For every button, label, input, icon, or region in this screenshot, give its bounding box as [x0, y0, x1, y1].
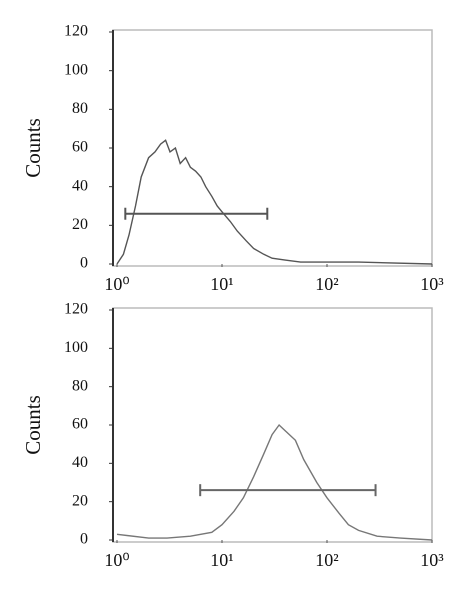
x-tick-label: 10¹: [210, 550, 233, 570]
plot-frame: [112, 307, 433, 543]
y-tick-label: 20: [72, 216, 88, 233]
y-axis-label: Counts: [21, 395, 45, 455]
y-tick-label: 40: [72, 177, 88, 194]
y-tick-label: 120: [64, 301, 88, 318]
y-tick-label: 20: [72, 492, 88, 509]
y-tick-label: 80: [72, 100, 88, 117]
y-tick-label: 60: [72, 139, 88, 156]
histogram-line: [116, 139, 433, 265]
y-tick-label: 40: [72, 454, 88, 471]
histogram-line: [116, 423, 433, 541]
y-axis-label: Counts: [21, 118, 45, 178]
x-tick-label: 10⁰: [104, 550, 129, 570]
y-tick-label: 0: [80, 255, 88, 272]
x-tick-label: 10²: [315, 274, 338, 294]
y-tick-label: 100: [64, 61, 88, 78]
x-tick-label: 10¹: [210, 274, 233, 294]
x-tick-label: 10³: [420, 550, 444, 570]
x-tick-label: 10³: [420, 274, 444, 294]
y-tick-label: 80: [72, 377, 88, 394]
x-tick-label: 10²: [315, 550, 338, 570]
y-tick-label: 0: [80, 531, 88, 548]
y-tick-label: 60: [72, 416, 88, 433]
y-tick-label: 100: [64, 339, 88, 356]
y-tick-label: 120: [64, 23, 88, 40]
x-tick-label: 10⁰: [104, 274, 129, 294]
plot-frame: [112, 29, 433, 267]
